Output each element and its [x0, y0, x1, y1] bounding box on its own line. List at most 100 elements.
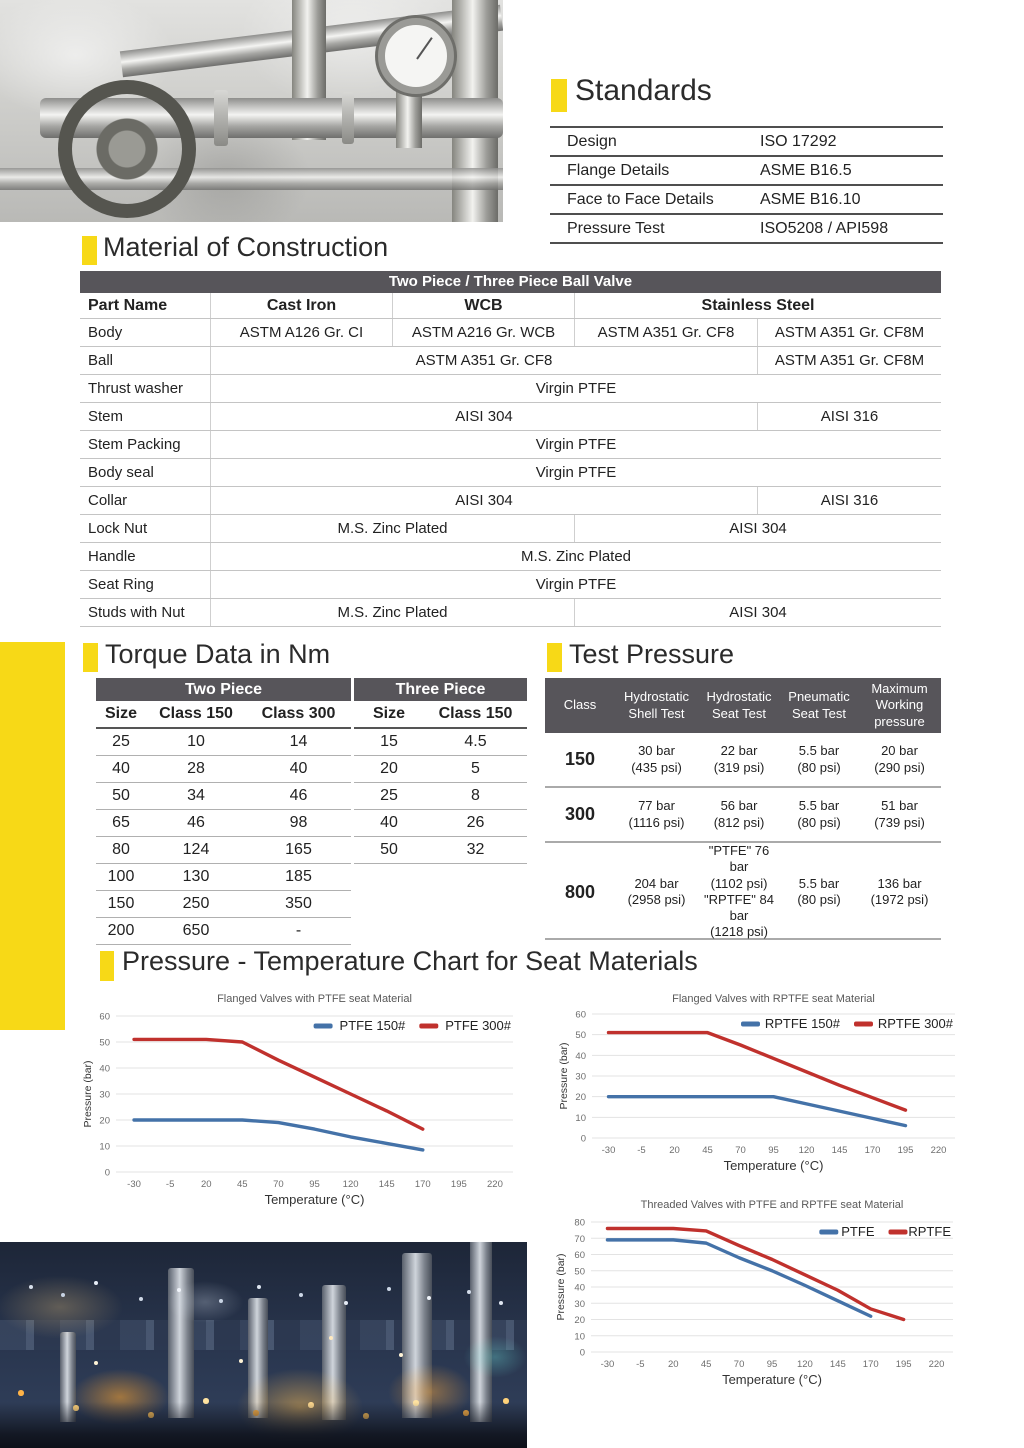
torque-two-piece-row: 50 34 46: [96, 783, 351, 810]
material-value-cell: AISI 304: [210, 403, 757, 430]
test-pressure-header-cell: Maximum Working pressure: [858, 678, 941, 733]
svg-text:145: 145: [379, 1179, 395, 1190]
chart-threaded-ptfe-rptfe: 0 10 20 30 40 50 60 70 80 -30 -5 20 45 70 95 120 145 170 1…: [553, 1196, 965, 1400]
photo-lights: [0, 1242, 2, 1244]
torque-three-piece-row: 15 4.5: [354, 729, 527, 756]
svg-text:95: 95: [767, 1359, 778, 1370]
svg-text:-30: -30: [601, 1359, 615, 1370]
svg-text:Temperature (°C): Temperature (°C): [265, 1192, 365, 1207]
material-value-cell: AISI 304: [210, 487, 757, 514]
svg-text:145: 145: [830, 1359, 846, 1370]
cell-line: 204 bar: [634, 875, 679, 891]
svg-text:20: 20: [99, 1116, 110, 1127]
material-row: Body ASTM A126 Gr. CI ASTM A216 Gr. WCB AST…: [80, 318, 941, 346]
test-pressure-row: 800 204 bar (2958 psi) "PTFE" 76 bar (1102 p…: [545, 843, 941, 940]
svg-text:145: 145: [832, 1145, 848, 1156]
test-pressure-cell: 77 bar (1116 psi): [615, 788, 698, 841]
pipe-clamp: [342, 92, 354, 144]
material-value-cell: AISI 316: [757, 403, 941, 430]
material-header-cell: WCB: [392, 293, 574, 318]
test-pressure-cell: 204 bar (2958 psi): [615, 843, 698, 941]
svg-text:170: 170: [863, 1359, 879, 1370]
material-part-name: Thrust washer: [88, 380, 184, 397]
svg-text:20: 20: [574, 1315, 585, 1326]
svg-text:120: 120: [799, 1145, 815, 1156]
cell-line: 5.5 bar: [798, 875, 840, 891]
torque-three-piece-cell: 32: [466, 841, 485, 858]
svg-text:0: 0: [105, 1168, 110, 1179]
test-pressure-class: 300: [564, 804, 596, 825]
svg-text:220: 220: [929, 1359, 945, 1370]
material-header-cell: Cast Iron: [210, 293, 392, 318]
svg-text:45: 45: [237, 1179, 248, 1190]
standards-row-value: ISO 17292: [760, 132, 837, 150]
torque-title: Torque Data in Nm: [105, 639, 331, 669]
header-line: Seat Test: [712, 705, 766, 721]
svg-text:70: 70: [735, 1145, 746, 1156]
gauge-stem-pipe: [396, 88, 422, 148]
test-pressure-header-cell: Class: [545, 678, 615, 733]
test-pressure-cell: 51 bar (739 psi): [858, 788, 941, 841]
svg-text:20: 20: [575, 1092, 586, 1103]
standards-row-value: ASME B16.5: [760, 161, 852, 179]
torque-two-piece-cell: 34: [187, 787, 205, 804]
test-pressure-cell: 5.5 bar (80 psi): [780, 788, 858, 841]
svg-text:20: 20: [201, 1179, 212, 1190]
svg-text:Flanged Valves with PTFE seat: Flanged Valves with PTFE seat Material: [217, 993, 412, 1005]
torque-two-piece-cell: 28: [187, 760, 205, 777]
torque-two-piece-row: 200 650 -: [96, 918, 351, 945]
svg-text:120: 120: [343, 1179, 359, 1190]
svg-text:70: 70: [273, 1179, 284, 1190]
torque-two-piece-table: Two Piece Size Class 150 Class 300 25 10 14 40 2…: [96, 678, 351, 945]
torque-two-piece-cell: 200: [107, 922, 135, 939]
material-value-cell: AISI 316: [757, 487, 941, 514]
cell-line: 20 bar: [881, 743, 918, 759]
industrial-piping-photo: [0, 0, 503, 222]
svg-text:170: 170: [865, 1145, 881, 1156]
test-pressure-cell: 136 bar (1972 psi): [858, 843, 941, 941]
cell-line: (1116 psi): [628, 814, 685, 830]
torque-two-piece-cell: 25: [112, 733, 130, 750]
torque-two-piece-row: 40 28 40: [96, 756, 351, 783]
svg-text:70: 70: [574, 1234, 585, 1245]
standards-row: Flange Details ASME B16.5: [550, 155, 943, 184]
material-row: Studs with Nut M.S. Zinc Plated AISI 304: [80, 598, 941, 627]
cell-line: 77 bar: [638, 798, 675, 814]
torque-three-piece-cell: 40: [380, 814, 398, 831]
test-pressure-class: 800: [564, 881, 596, 902]
cell-line: (739 psi): [874, 814, 925, 830]
header-line: Hydrostatic: [706, 689, 772, 705]
torque-three-piece-row: 40 26: [354, 810, 527, 837]
test-pressure-header-cell: Pneumatic Seat Test: [780, 678, 858, 733]
test-pressure-title: Test Pressure: [569, 639, 735, 669]
standards-row-label: Flange Details: [567, 161, 670, 179]
valve-handwheel: [58, 80, 196, 218]
svg-text:195: 195: [896, 1359, 912, 1370]
torque-two-piece-header-row: Size Class 150 Class 300: [96, 701, 351, 729]
yellow-side-block: [0, 642, 65, 1030]
torque-three-piece-cell: 15: [380, 733, 398, 750]
cell-line: 56 bar: [720, 798, 758, 814]
svg-text:RPTFE: RPTFE: [908, 1224, 951, 1239]
cell-line: 5.5 bar: [798, 798, 840, 814]
torque-two-piece-title: Two Piece: [96, 678, 351, 701]
header-line: Pneumatic: [788, 689, 850, 705]
svg-text:80: 80: [574, 1218, 585, 1229]
torque-two-piece-cell: 46: [289, 787, 308, 804]
svg-text:60: 60: [574, 1250, 585, 1261]
torque-three-piece-cell: 8: [471, 787, 480, 804]
torque-three-piece-row: 50 32: [354, 837, 527, 864]
material-row: Collar AISI 304 AISI 316: [80, 486, 941, 514]
material-part-name: Body: [88, 324, 123, 341]
torque-two-piece-cell: 350: [285, 895, 312, 912]
cell-line: 136 bar: [877, 875, 922, 891]
cell-line: (80 psi): [797, 891, 841, 907]
cell-line: (290 psi): [874, 759, 925, 775]
cell-line: 30 bar: [638, 743, 675, 759]
material-value-cell: Virgin PTFE: [210, 571, 941, 598]
torque-three-piece-cell: 4.5: [464, 733, 487, 750]
material-part-name: Seat Ring: [88, 576, 154, 593]
material-title: Material of Construction: [103, 232, 389, 262]
section-marker: [100, 951, 114, 981]
